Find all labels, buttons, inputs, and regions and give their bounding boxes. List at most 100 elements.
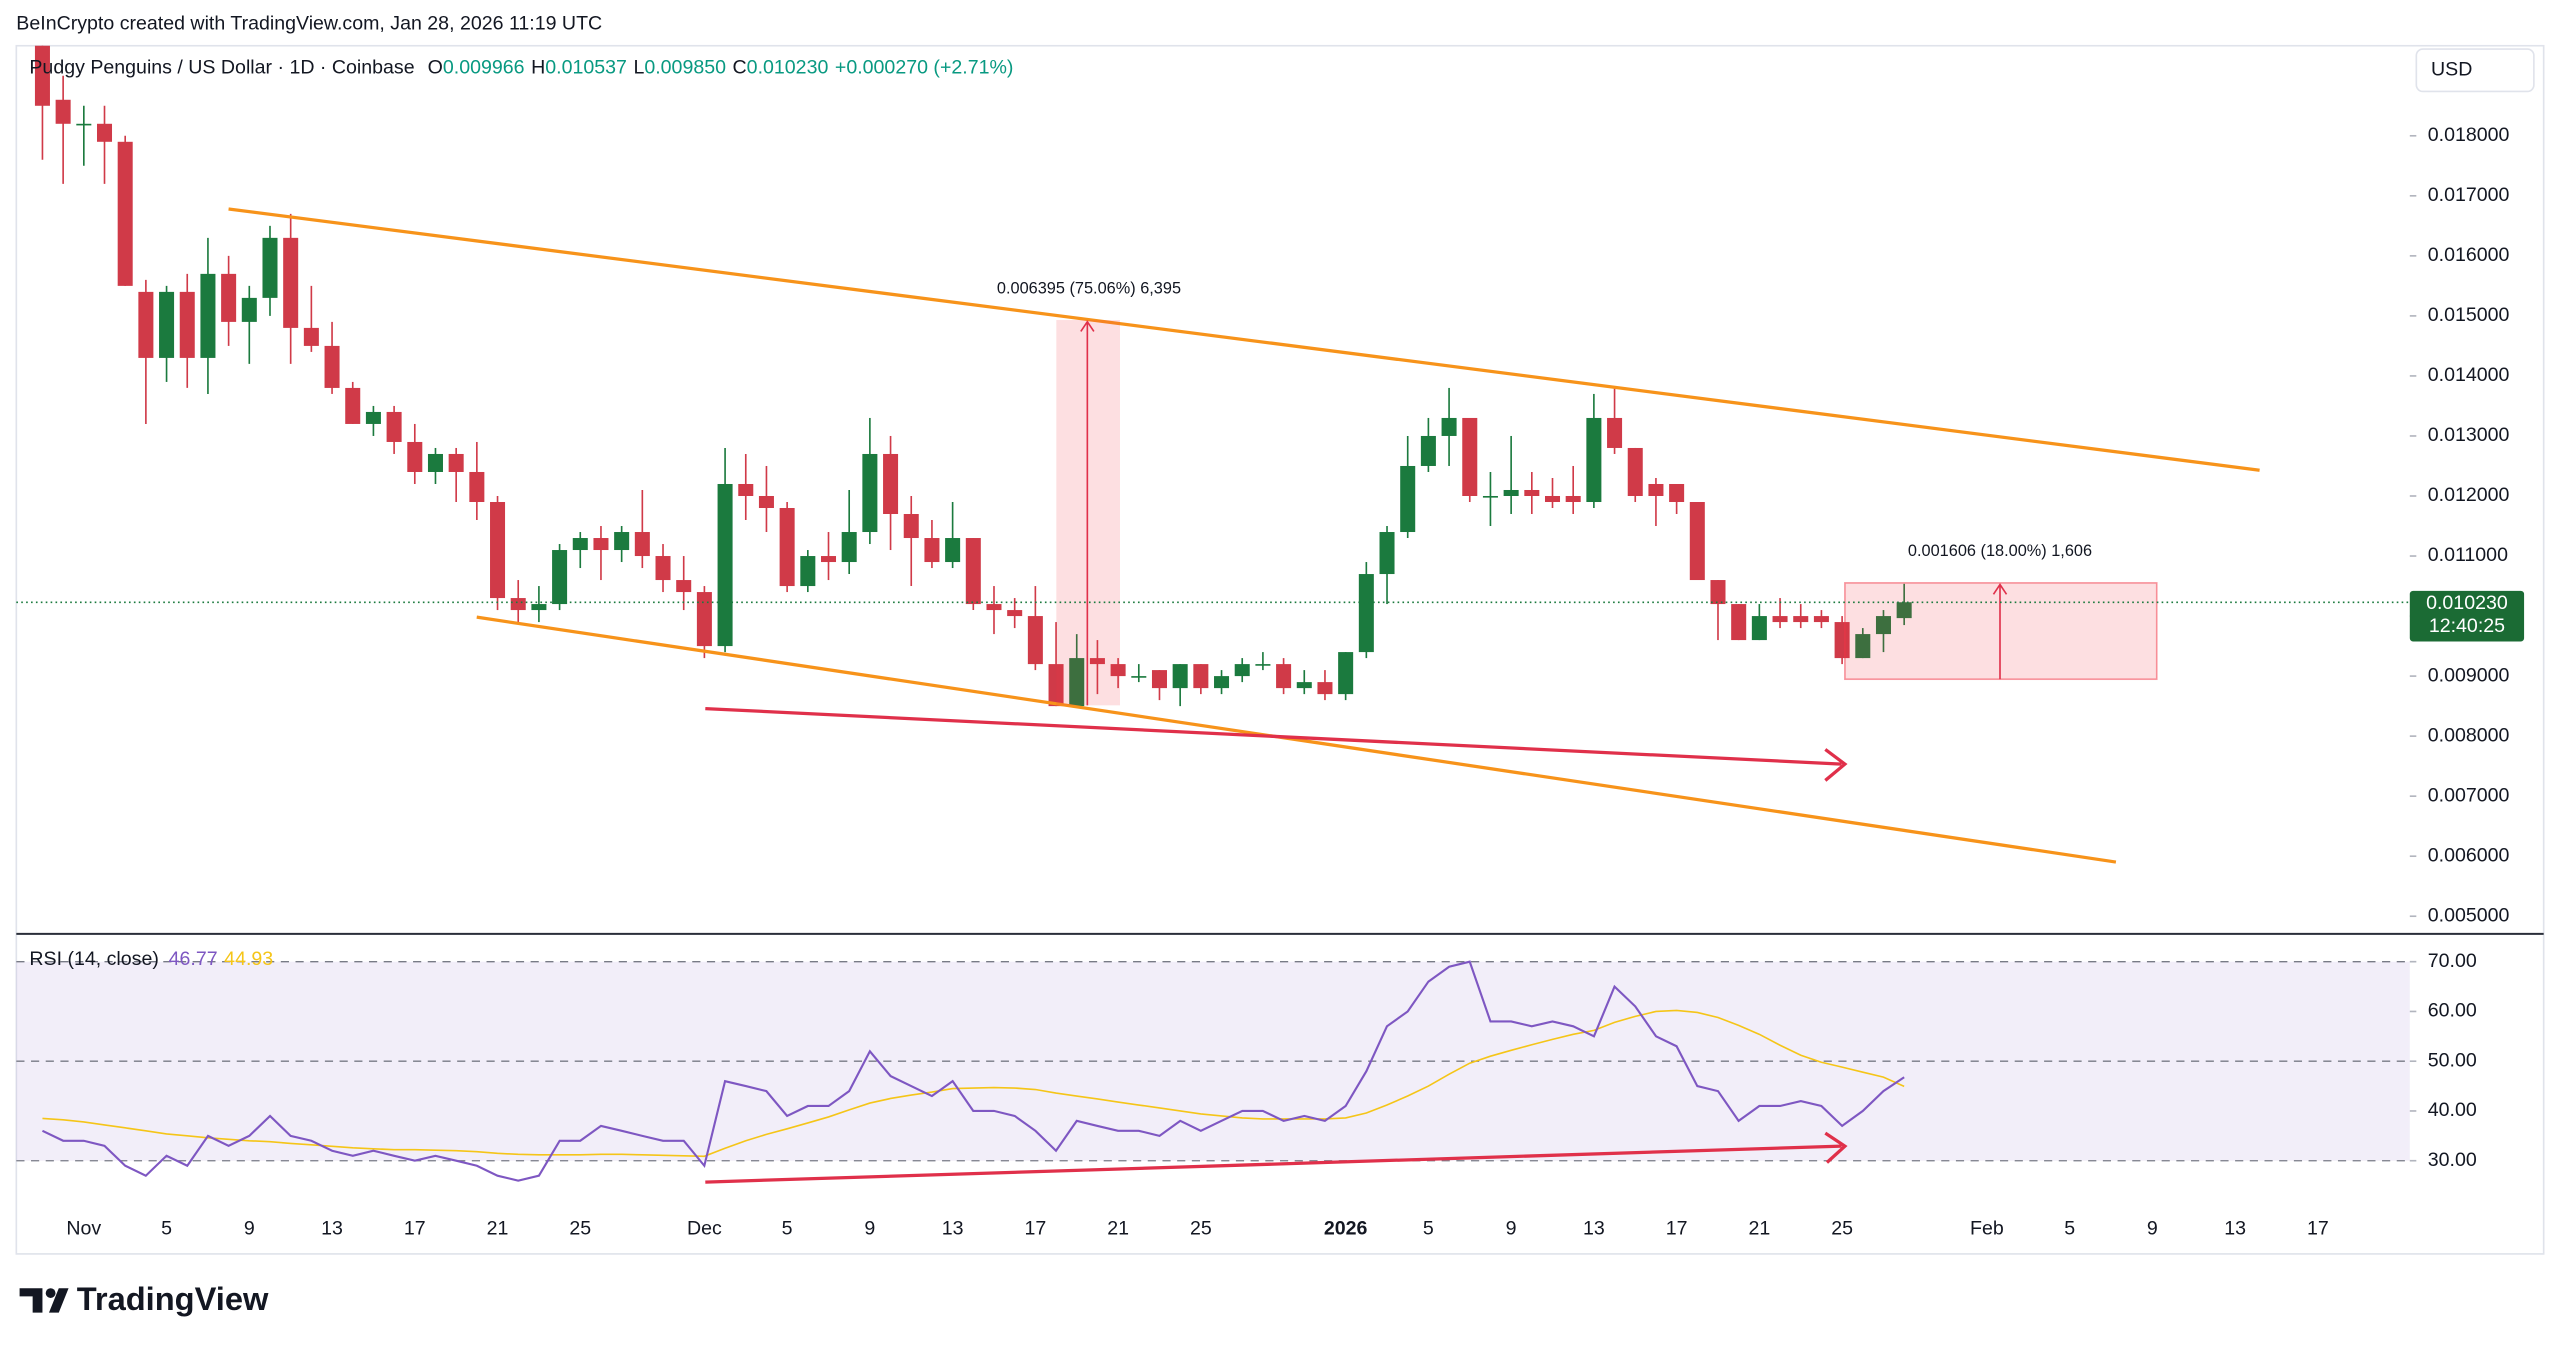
x-tick-label: 17 [1666, 1218, 1688, 1240]
x-tick-label: 5 [782, 1218, 793, 1240]
candle-body [262, 237, 278, 298]
x-tick-label: 5 [1423, 1218, 1434, 1240]
ohlc-key: H [531, 57, 545, 79]
brand-logo: TradingView [19, 1280, 269, 1317]
ohlc-value: 0.009850 [644, 57, 726, 79]
brand-name: TradingView [77, 1280, 269, 1317]
candle-body [1151, 670, 1167, 689]
candle-body [779, 508, 795, 587]
candle-body [365, 411, 381, 424]
candle-body [1193, 664, 1209, 689]
candle-body [1793, 616, 1809, 623]
candle-body [986, 604, 1002, 611]
candle-body [1565, 495, 1581, 503]
currency[interactable]: USD [2431, 58, 2472, 80]
candle-body [614, 532, 630, 551]
x-tick-label: 13 [321, 1218, 343, 1240]
ohlc-value: 0.010230 [747, 57, 829, 79]
x-tick-label: 17 [2307, 1218, 2329, 1240]
symbol-title: Pudgy Penguins / US Dollar · 1D · Coinba… [29, 57, 414, 79]
measure-label: 0.006395 (75.06%) 6,395 [997, 279, 1181, 297]
candle-body [1607, 417, 1623, 448]
candle-body [96, 123, 113, 142]
candle-body [1276, 664, 1292, 689]
countdown: 12:40:25 [2429, 615, 2505, 637]
candle-body [1131, 676, 1147, 678]
rsi-ma-value: 44.93 [224, 948, 273, 970]
candle-body [1172, 664, 1188, 689]
y-tick-label: 0.012000 [2428, 484, 2510, 506]
last-price-box [2409, 590, 2525, 642]
x-tick-label: 17 [1024, 1218, 1046, 1240]
x-tick-label: 21 [487, 1218, 509, 1240]
candle-body [1441, 417, 1457, 436]
x-tick-label: 9 [244, 1218, 255, 1240]
rsi-ma-line [42, 1009, 1905, 1158]
rsi-divergence-line [705, 1144, 1842, 1184]
candle-body [552, 550, 568, 605]
candle-body [1524, 489, 1540, 496]
y-tick-label: 0.008000 [2428, 724, 2510, 746]
candle-body [407, 441, 423, 472]
currency-box[interactable] [2415, 48, 2535, 93]
y-tick-label: 50.00 [2428, 1049, 2477, 1071]
candle-body [283, 237, 299, 328]
x-tick-label: 2026 [1324, 1218, 1368, 1240]
candle-body [1048, 664, 1064, 707]
candle-body [1627, 447, 1643, 496]
candle-body [696, 592, 712, 647]
candle-body [1089, 658, 1105, 665]
candle-body [738, 483, 754, 496]
candle-body [945, 538, 961, 563]
y-tick-label: 0.013000 [2428, 424, 2510, 446]
candle-body [903, 514, 919, 539]
candle-body [1400, 465, 1416, 533]
rsi-legend: RSI (14, close) 46.77 44.93 [29, 948, 273, 970]
candle-body [862, 453, 878, 533]
measure-arrowhead [1080, 320, 1095, 332]
candle-body [1834, 622, 1850, 659]
candle-body [490, 502, 506, 599]
candle-body [1875, 616, 1891, 635]
ohlc-value: 0.010537 [545, 57, 627, 79]
candle-body [1296, 682, 1312, 689]
candle-body [138, 291, 154, 358]
y-tick-label: 0.014000 [2428, 364, 2510, 386]
x-tick-label: Nov [66, 1218, 101, 1240]
y-tick-label: 0.009000 [2428, 664, 2510, 686]
measure-label: 0.001606 (18.00%) 1,606 [1908, 542, 2092, 560]
candle-body [76, 123, 92, 126]
last-price-label: 0.010230 [2426, 592, 2508, 614]
candle-body [159, 291, 175, 358]
y-tick-label: 70.00 [2428, 950, 2477, 972]
x-tick-label: 25 [569, 1218, 591, 1240]
candle-body [241, 297, 257, 322]
candle-body [1772, 616, 1788, 623]
candle-body [1317, 682, 1333, 695]
x-tick-label: 9 [1506, 1218, 1517, 1240]
candle-body [469, 471, 485, 503]
y-tick-label: 0.018000 [2428, 124, 2510, 146]
overlays [228, 207, 2260, 864]
y-tick-label: 60.00 [2428, 1000, 2477, 1022]
candle-body [324, 345, 340, 388]
candle-body [1069, 658, 1085, 707]
candle-body [717, 483, 733, 647]
candle-body [758, 495, 774, 509]
x-tick-label: Feb [1970, 1218, 2004, 1240]
y-tick-label: 0.005000 [2428, 904, 2510, 926]
channel-upper [228, 207, 2260, 472]
candle-body [1813, 616, 1829, 623]
x-tick-label: 17 [404, 1218, 426, 1240]
candle-body [1358, 574, 1374, 653]
candle-body [55, 99, 71, 124]
candle-body [34, 45, 50, 106]
price-pane [34, 45, 1912, 707]
candle-body [303, 327, 319, 346]
candle-body [1007, 610, 1023, 617]
frame [15, 44, 2545, 1255]
x-tick-label: 9 [2147, 1218, 2158, 1240]
candle-body [1338, 652, 1354, 695]
y-tick-label: 40.00 [2428, 1099, 2477, 1121]
